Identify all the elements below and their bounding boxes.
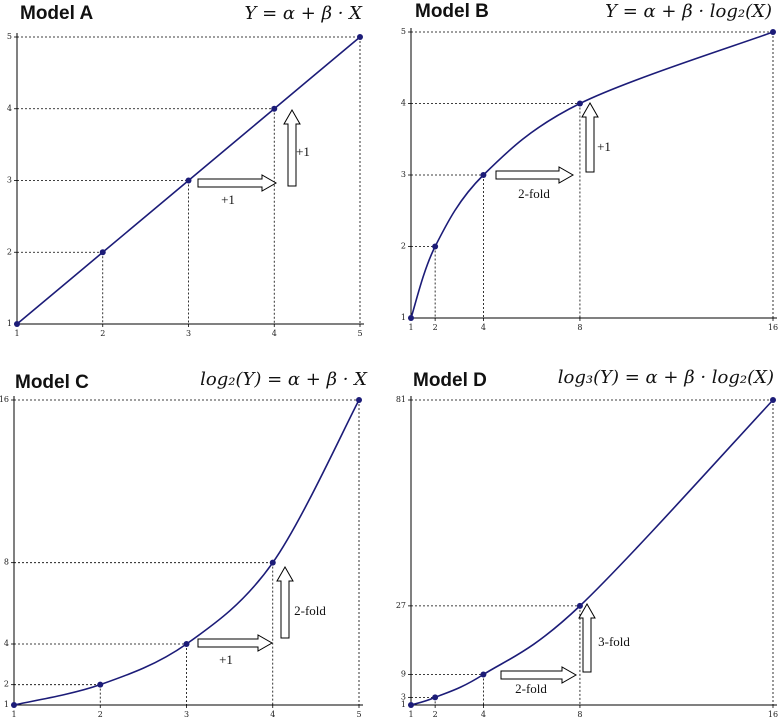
- point: [183, 641, 190, 647]
- point: [770, 29, 776, 35]
- curve: [410, 31, 774, 319]
- arrow-label: 3-fold: [598, 634, 630, 649]
- formula: Y = α + β · log₂(X): [605, 1, 772, 22]
- x-tick-label: 8: [577, 710, 582, 719]
- point: [576, 100, 583, 107]
- arrow-label: 2-fold: [294, 603, 326, 618]
- curve: [13, 399, 360, 706]
- point: [97, 681, 104, 688]
- x-tick-label: 4: [481, 710, 486, 719]
- arrow-label: 2-fold: [515, 681, 547, 696]
- arrow-label: +1: [296, 144, 310, 159]
- y-tick-label: 2: [401, 242, 406, 251]
- y-tick-label: 2: [7, 247, 12, 256]
- chart-title: Model D: [413, 370, 487, 391]
- x-tick-label: 5: [356, 710, 361, 719]
- point: [271, 105, 278, 112]
- arrow-label: +1: [219, 652, 233, 667]
- y-tick-label: 2: [4, 680, 9, 689]
- chart-title: Model B: [415, 1, 489, 22]
- x-tick-label: 2: [98, 710, 103, 719]
- x-tick-label: 4: [270, 710, 275, 719]
- y-tick-label: 1: [401, 313, 406, 322]
- x-tick-label: 16: [768, 710, 778, 719]
- x-tick-label: 8: [577, 323, 582, 332]
- x-tick-label: 16: [768, 323, 778, 332]
- x-tick-label: 1: [11, 710, 16, 719]
- x-tick-label: 1: [408, 710, 413, 719]
- y-tick-label: 1: [4, 700, 9, 709]
- y-tick-label: 4: [401, 99, 406, 108]
- x-tick-label: 5: [357, 329, 362, 338]
- y-tick-label: 4: [4, 639, 9, 648]
- y-tick-label: 1: [7, 319, 12, 328]
- point: [480, 172, 487, 178]
- y-tick-label: 8: [4, 558, 9, 567]
- y-tick-label: 81: [396, 395, 406, 404]
- y-tick-label: 5: [7, 32, 12, 41]
- x-tick-label: 4: [272, 329, 277, 338]
- y-tick-label: 27: [396, 601, 406, 610]
- x-tick-label: 3: [184, 710, 189, 719]
- point: [408, 315, 414, 321]
- arrow-label: 2-fold: [518, 186, 550, 201]
- point: [770, 397, 776, 403]
- arrow: [197, 174, 278, 192]
- x-tick-label: 2: [433, 710, 438, 719]
- formula: log₃(Y) = α + β · log₂(X): [558, 367, 774, 388]
- y-tick-label: 5: [401, 27, 406, 36]
- y-tick-label: 3: [401, 692, 406, 701]
- formula: log₂(Y) = α + β · X: [200, 369, 368, 390]
- y-tick-label: 9: [401, 670, 406, 679]
- arrow-label: +1: [597, 139, 611, 154]
- x-tick-label: 3: [186, 329, 191, 338]
- y-tick-label: 1: [401, 700, 406, 709]
- chart-title: Model C: [15, 372, 89, 393]
- chart-title: Model A: [20, 3, 93, 24]
- point: [14, 321, 20, 327]
- point: [432, 694, 439, 701]
- arrow: [197, 634, 274, 652]
- formula: Y = α + β · X: [245, 3, 364, 24]
- point: [408, 702, 414, 708]
- arrow-label: +1: [221, 192, 235, 207]
- point: [269, 559, 276, 566]
- y-tick-label: 3: [7, 176, 12, 185]
- x-tick-label: 1: [14, 329, 19, 338]
- x-tick-label: 4: [481, 323, 486, 332]
- x-tick-label: 2: [433, 323, 438, 332]
- arrow: [283, 108, 301, 187]
- arrow: [578, 602, 596, 673]
- point: [11, 702, 17, 708]
- point: [357, 34, 363, 40]
- y-tick-label: 4: [7, 104, 12, 113]
- point: [185, 177, 192, 184]
- arrow: [276, 565, 294, 639]
- x-tick-label: 2: [100, 329, 105, 338]
- point: [480, 671, 487, 678]
- arrow: [495, 166, 575, 184]
- point: [356, 397, 362, 403]
- point: [432, 243, 439, 250]
- y-tick-label: 3: [401, 170, 406, 179]
- x-tick-label: 1: [408, 323, 413, 332]
- point: [576, 602, 583, 609]
- arrow: [581, 101, 599, 173]
- curve: [410, 399, 774, 706]
- y-tick-label: 16: [0, 395, 9, 404]
- point: [99, 249, 106, 256]
- arrow: [500, 666, 578, 684]
